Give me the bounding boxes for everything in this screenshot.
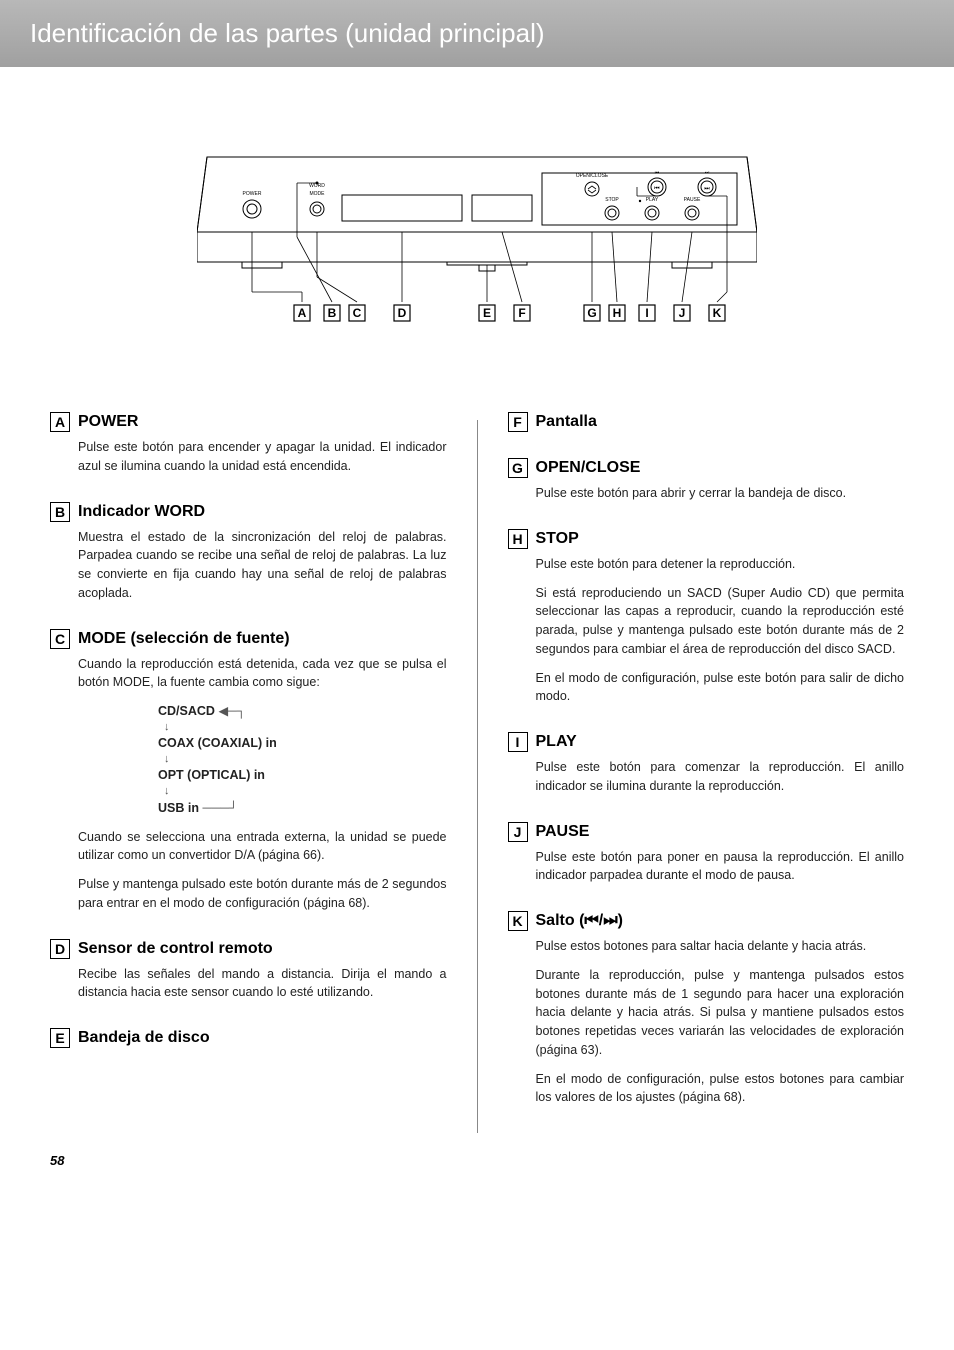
body-H: Pulse este botón para detener la reprodu… bbox=[508, 555, 905, 706]
svg-text:C: C bbox=[353, 306, 362, 320]
title-I: PLAY bbox=[536, 733, 577, 751]
letter-E: E bbox=[50, 1028, 70, 1048]
body-D: Recibe las señales del mando a distancia… bbox=[50, 965, 447, 1003]
section-C: C MODE (selección de fuente) Cuando la re… bbox=[50, 629, 447, 913]
source-chain: CD/SACD ◀─┐ ↓ COAX (COAXIAL) in ↓ OPT (O… bbox=[158, 702, 447, 818]
section-B: B Indicador WORD Muestra el estado de la … bbox=[50, 502, 447, 603]
body-G: Pulse este botón para abrir y cerrar la … bbox=[508, 484, 905, 503]
title-H: STOP bbox=[536, 530, 579, 548]
svg-text:I: I bbox=[645, 306, 648, 320]
letter-C: C bbox=[50, 629, 70, 649]
letter-B: B bbox=[50, 502, 70, 522]
section-J: J PAUSE Pulse este botón para poner en pa… bbox=[508, 822, 905, 886]
title-E: Bandeja de disco bbox=[78, 1029, 210, 1047]
title-G: OPEN/CLOSE bbox=[536, 459, 641, 477]
svg-text:K: K bbox=[713, 306, 722, 320]
letter-A: A bbox=[50, 412, 70, 432]
body-J: Pulse este botón para poner en pausa la … bbox=[508, 848, 905, 886]
svg-text:F: F bbox=[518, 306, 525, 320]
title-D: Sensor de control remoto bbox=[78, 940, 273, 958]
page-title: Identificación de las partes (unidad pri… bbox=[30, 18, 924, 49]
letter-H: H bbox=[508, 529, 528, 549]
svg-text:PLAY: PLAY bbox=[646, 197, 659, 203]
body-C: Cuando la reproducción está detenida, ca… bbox=[50, 655, 447, 913]
svg-text:POWER: POWER bbox=[243, 191, 262, 197]
section-D: D Sensor de control remoto Recibe las señ… bbox=[50, 939, 447, 1003]
section-H: H STOP Pulse este botón para detener la r… bbox=[508, 529, 905, 706]
section-I: I PLAY Pulse este botón para comenzar la … bbox=[508, 732, 905, 796]
content-area: POWER MODE WORD OPEN/CLOSE STOP PLAY PAU… bbox=[0, 67, 954, 1188]
svg-text:⏭: ⏭ bbox=[704, 186, 710, 192]
svg-text:G: G bbox=[587, 306, 596, 320]
section-F: F Pantalla bbox=[508, 412, 905, 432]
left-column: A POWER Pulse este botón para encender y … bbox=[50, 412, 447, 1133]
letter-G: G bbox=[508, 458, 528, 478]
title-K: Salto (⏮/⏭) bbox=[536, 912, 623, 930]
title-F: Pantalla bbox=[536, 413, 597, 431]
letter-J: J bbox=[508, 822, 528, 842]
body-K: Pulse estos botones para saltar hacia de… bbox=[508, 937, 905, 1107]
right-column: F Pantalla G OPEN/CLOSE Pulse este botón p… bbox=[508, 412, 905, 1133]
column-divider bbox=[477, 420, 478, 1133]
svg-text:H: H bbox=[613, 306, 622, 320]
svg-text:⏮: ⏮ bbox=[655, 170, 660, 176]
section-G: G OPEN/CLOSE Pulse este botón para abrir … bbox=[508, 458, 905, 503]
svg-text:B: B bbox=[328, 306, 337, 320]
header-bar: Identificación de las partes (unidad pri… bbox=[0, 0, 954, 67]
letter-K: K bbox=[508, 911, 528, 931]
body-I: Pulse este botón para comenzar la reprod… bbox=[508, 758, 905, 796]
letter-F: F bbox=[508, 412, 528, 432]
columns: A POWER Pulse este botón para encender y … bbox=[50, 412, 904, 1133]
svg-text:PAUSE: PAUSE bbox=[684, 197, 701, 203]
title-J: PAUSE bbox=[536, 823, 590, 841]
letter-D: D bbox=[50, 939, 70, 959]
svg-text:OPEN/CLOSE: OPEN/CLOSE bbox=[576, 173, 609, 179]
title-A: POWER bbox=[78, 413, 138, 431]
section-A: A POWER Pulse este botón para encender y … bbox=[50, 412, 447, 476]
svg-text:STOP: STOP bbox=[605, 197, 619, 203]
svg-text:A: A bbox=[298, 306, 307, 320]
section-K: K Salto (⏮/⏭) Pulse estos botones para sa… bbox=[508, 911, 905, 1107]
section-E: E Bandeja de disco bbox=[50, 1028, 447, 1048]
body-A: Pulse este botón para encender y apagar … bbox=[50, 438, 447, 476]
svg-text:MODE: MODE bbox=[310, 191, 326, 197]
svg-text:J: J bbox=[679, 306, 686, 320]
svg-text:⏮: ⏮ bbox=[654, 186, 660, 192]
svg-text:D: D bbox=[398, 306, 407, 320]
letter-I: I bbox=[508, 732, 528, 752]
device-svg: POWER MODE WORD OPEN/CLOSE STOP PLAY PAU… bbox=[197, 137, 757, 347]
device-diagram: POWER MODE WORD OPEN/CLOSE STOP PLAY PAU… bbox=[50, 137, 904, 352]
page-number: 58 bbox=[50, 1153, 904, 1168]
svg-text:E: E bbox=[483, 306, 491, 320]
title-B: Indicador WORD bbox=[78, 503, 205, 521]
body-B: Muestra el estado de la sincronización d… bbox=[50, 528, 447, 603]
svg-text:⏭: ⏭ bbox=[705, 170, 710, 176]
title-C: MODE (selección de fuente) bbox=[78, 630, 290, 648]
